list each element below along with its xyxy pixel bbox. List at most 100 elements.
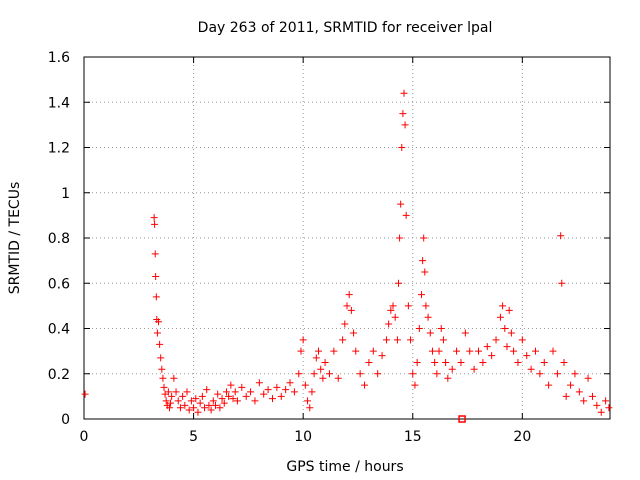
data-point (341, 320, 349, 328)
data-point (185, 406, 193, 414)
data-point (153, 329, 161, 337)
data-point (268, 395, 276, 403)
data-point (167, 399, 175, 407)
data-point (196, 399, 204, 407)
data-point (407, 336, 415, 344)
data-point (382, 336, 390, 344)
data-point (229, 395, 237, 403)
data-point (194, 408, 202, 416)
data-point (391, 313, 399, 321)
data-point (334, 374, 342, 382)
data-point (174, 397, 182, 405)
data-point (503, 343, 511, 351)
data-point (220, 399, 228, 407)
data-point (306, 404, 314, 412)
data-point (158, 365, 166, 373)
data-point (433, 370, 441, 378)
data-point (170, 374, 178, 382)
square-marker (458, 415, 466, 423)
data-point (190, 404, 198, 412)
data-point (466, 347, 474, 355)
x-tick-label: 10 (294, 429, 312, 445)
x-tick-label: 15 (404, 429, 422, 445)
data-point (510, 347, 518, 355)
data-point (421, 268, 429, 276)
data-point (361, 381, 369, 389)
data-point (81, 390, 89, 398)
data-point (378, 352, 386, 360)
data-point (297, 347, 305, 355)
data-point (369, 347, 377, 355)
data-point (461, 329, 469, 337)
data-point (317, 365, 325, 373)
data-point (345, 291, 353, 299)
data-point (212, 401, 219, 409)
data-point (151, 250, 159, 258)
data-point (593, 401, 601, 409)
data-point (401, 121, 409, 129)
data-point (365, 358, 373, 366)
data-point (277, 392, 285, 400)
data-point (157, 354, 165, 362)
data-point (545, 381, 553, 389)
data-point (207, 406, 215, 414)
data-point (431, 358, 439, 366)
data-point (549, 347, 557, 355)
data-point (492, 336, 500, 344)
data-point (164, 388, 172, 396)
data-point (319, 374, 327, 382)
data-point (588, 392, 596, 400)
data-point (404, 302, 412, 310)
grid-lines (84, 57, 610, 419)
data-point (514, 358, 522, 366)
data-point (571, 370, 579, 378)
data-point (222, 388, 230, 396)
data-point (424, 313, 432, 321)
data-point (475, 347, 482, 355)
axis-ticks: 0 5 10 15 20 0 0.2 0.4 0.6 0.8 1 1.2 1.4 1.6 (48, 50, 610, 445)
data-point (400, 89, 408, 97)
data-point (395, 279, 403, 287)
data-point (389, 302, 397, 310)
data-point (260, 390, 268, 398)
data-point (457, 358, 465, 366)
y-tick-label: 0.2 (48, 367, 70, 383)
data-point (227, 381, 235, 389)
data-point (160, 383, 168, 391)
data-point (437, 325, 445, 332)
data-point (584, 374, 592, 382)
x-tick-label: 20 (513, 429, 531, 445)
data-point (310, 370, 318, 378)
data-point (567, 381, 575, 389)
data-point (209, 397, 217, 405)
y-tick-label: 1.2 (48, 141, 70, 157)
data-point (418, 291, 426, 299)
data-point (470, 365, 478, 373)
data-point (301, 381, 309, 389)
data-point (439, 336, 447, 344)
data-point (225, 392, 233, 400)
data-point (496, 313, 504, 321)
data-point (413, 358, 421, 366)
data-point (168, 392, 176, 400)
data-point (350, 329, 358, 337)
data-point (218, 395, 226, 403)
data-point (435, 347, 443, 355)
data-point (238, 383, 246, 391)
data-point (499, 302, 507, 310)
data-point (192, 395, 200, 403)
data-point (172, 388, 180, 396)
data-point (518, 336, 526, 344)
data-point (299, 336, 307, 344)
data-point (507, 329, 515, 337)
data-point (399, 110, 407, 118)
data-point (540, 358, 548, 366)
data-point (159, 374, 167, 382)
data-point (397, 200, 405, 208)
data-point (181, 401, 189, 409)
data-point (605, 404, 613, 412)
data-point (325, 370, 333, 378)
data-point (165, 404, 173, 412)
data-point (488, 352, 496, 360)
